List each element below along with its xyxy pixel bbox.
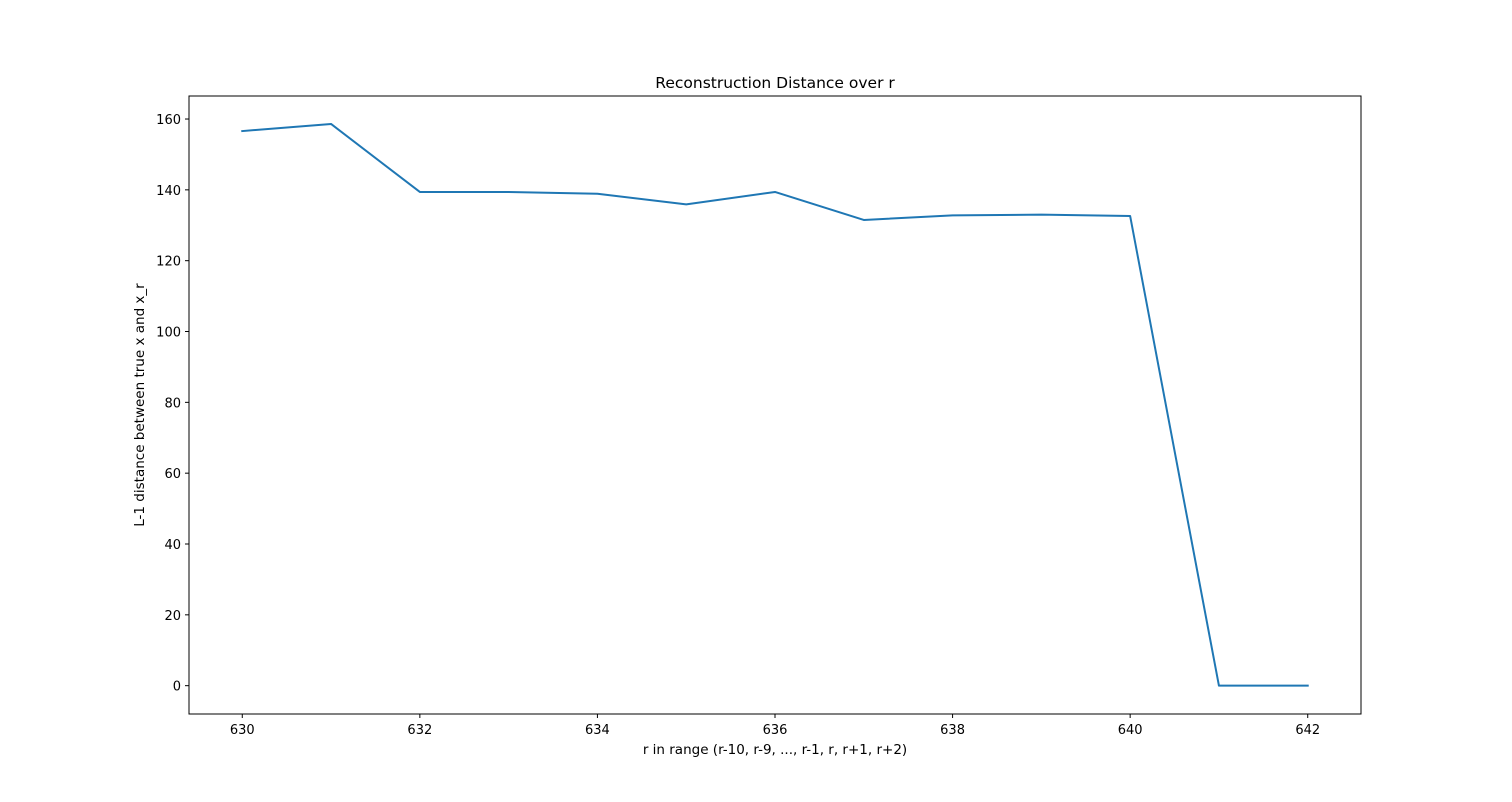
x-tick-label: 634 (585, 723, 610, 738)
plot-area (241, 122, 1309, 687)
y-axis: 0 20 40 60 80 100 120 140 160 (156, 113, 189, 695)
y-tick-label: 40 (164, 538, 181, 553)
x-axis-label: r in range (r-10, r-9, ..., r-1, r, r+1,… (643, 742, 907, 758)
y-tick-label: 100 (156, 326, 181, 341)
y-tick-label: 0 (173, 680, 181, 695)
y-tick-label: 80 (164, 396, 181, 411)
y-axis-label: L-1 distance between true x and x_r (132, 283, 148, 527)
x-tick-label: 636 (763, 723, 788, 738)
chart-title: Reconstruction Distance over r (655, 74, 895, 92)
y-tick-label: 60 (164, 467, 181, 482)
x-tick-label: 642 (1295, 723, 1320, 738)
y-tick-label: 20 (164, 609, 181, 624)
y-tick-label: 160 (156, 113, 181, 128)
x-tick-label: 640 (1118, 723, 1143, 738)
y-tick-label: 140 (156, 184, 181, 199)
x-tick-label: 632 (407, 723, 432, 738)
x-tick-label: 630 (230, 723, 255, 738)
series-line (241, 122, 1309, 687)
x-axis: 630 632 634 636 638 640 642 (230, 714, 1320, 738)
y-tick-label: 120 (156, 255, 181, 270)
x-tick-label: 638 (940, 723, 965, 738)
